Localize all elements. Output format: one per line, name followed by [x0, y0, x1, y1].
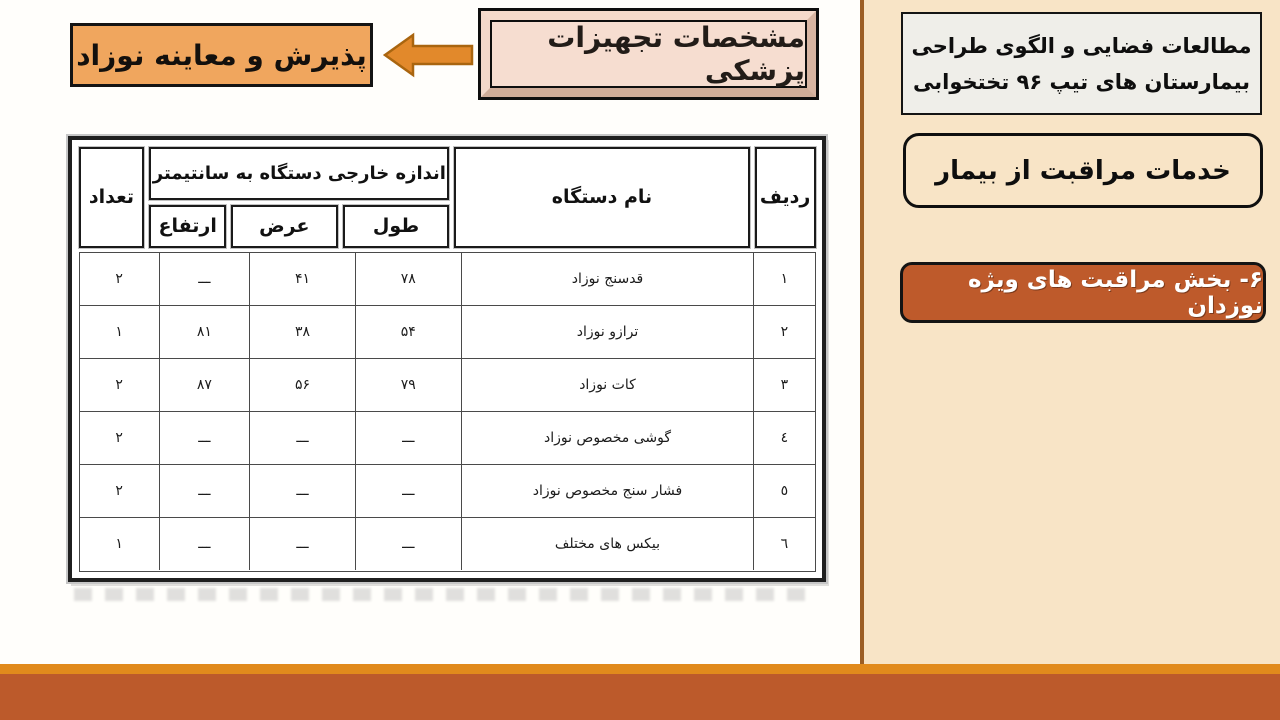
study-title-line1: مطالعات فضایی و الگوی طراحی	[911, 33, 1252, 58]
cell-length: ـــ	[356, 465, 462, 518]
col-header-width-label: عرض	[259, 215, 310, 237]
nicu-section-box: ۶- بخش مراقبت های ویژه نوزدان	[900, 262, 1266, 323]
equipment-specs-inner: مشخصات تجهیزات پزشکی	[490, 20, 807, 88]
table-row: ۳ کات نوزاد ۷۹ ۵۶ ۸۷ ۲	[79, 358, 815, 412]
cell-row-number: ٥	[780, 483, 789, 500]
col-header-device-name: نام دستگاه	[454, 146, 750, 248]
cell-height: ـــ	[160, 518, 251, 571]
col-header-height: ارتفاع	[149, 204, 226, 248]
col-header-count: تعداد	[78, 146, 145, 248]
table-row: ٦ بیکس های مختلف ـــ ـــ ـــ ۱	[79, 517, 815, 571]
cell-width: ـــ	[250, 465, 356, 518]
cell-height: ـــ	[160, 253, 251, 306]
cell-device-name: قدسنج نوزاد	[462, 253, 755, 306]
cell-length: ـــ	[356, 518, 462, 571]
sidebar: مطالعات فضایی و الگوی طراحی بیمارستان ها…	[860, 0, 1280, 665]
col-header-count-label: تعداد	[88, 186, 134, 208]
study-title-box: مطالعات فضایی و الگوی طراحی بیمارستان ها…	[901, 12, 1262, 115]
col-header-row-number-label: ردیف	[759, 186, 811, 208]
col-header-row-number: ردیف	[754, 146, 816, 248]
equipment-table: ردیف نام دستگاه اندازه خارجی دستگاه به س…	[68, 136, 826, 582]
cell-device-name: کات نوزاد	[462, 359, 755, 412]
cell-row-number: ٤	[780, 430, 789, 447]
admission-exam-label: پذیرش و معاینه نوزاد	[76, 38, 367, 72]
cell-row-number: ۳	[780, 377, 789, 394]
cell-row-number: ٦	[780, 536, 789, 553]
col-header-size-group-label: اندازه خارجی دستگاه به سانتیمتر	[152, 162, 446, 184]
table-row: ۲ ترازو نوزاد ۵۴ ۳۸ ۸۱ ۱	[79, 305, 815, 359]
bottom-rust-bar	[0, 674, 1280, 720]
table-row: ٥ فشار سنج مخصوص نوزاد ـــ ـــ ـــ ۲	[79, 464, 815, 518]
cell-width: ۴۱	[250, 253, 356, 306]
cell-height: ـــ	[160, 465, 251, 518]
table-row: ٤ گوشی مخصوص نوزاد ـــ ـــ ـــ ۲	[79, 411, 815, 465]
col-group-external-size: اندازه خارجی دستگاه به سانتیمتر طول عرض …	[147, 144, 452, 250]
cell-device-name: فشار سنج مخصوص نوزاد	[462, 465, 755, 518]
cell-count: ۲	[80, 253, 160, 306]
cell-length: ـــ	[356, 412, 462, 465]
cell-device-name: گوشی مخصوص نوزاد	[462, 412, 755, 465]
study-title-line2: بیمارستان های تیپ ۹۶ تختخوابی	[912, 69, 1251, 94]
cell-height: ۸۱	[160, 306, 251, 359]
cell-device-name: بیکس های مختلف	[462, 518, 755, 571]
patient-care-services-label: خدمات مراقبت از بیمار	[935, 155, 1231, 186]
cell-count: ۲	[80, 359, 160, 412]
cell-width: ـــ	[250, 412, 356, 465]
equipment-table-body: ۱ قدسنج نوزاد ۷۸ ۴۱ ـــ ۲ ۲ ترازو نوزاد …	[78, 252, 816, 572]
col-header-device-name-label: نام دستگاه	[551, 186, 653, 208]
equipment-specs-frame: مشخصات تجهیزات پزشکی	[481, 11, 816, 97]
size-subcolumns: طول عرض ارتفاع	[147, 202, 452, 250]
col-header-length-label: طول	[372, 215, 420, 237]
cell-row-number: ۲	[780, 324, 789, 341]
cell-height: ـــ	[160, 412, 251, 465]
col-header-length: طول	[342, 204, 450, 248]
bottom-orange-strip	[0, 664, 1280, 674]
col-header-height-label: ارتفاع	[158, 215, 217, 237]
left-arrow-icon	[383, 32, 474, 78]
equipment-specs-label: مشخصات تجهیزات پزشکی	[547, 21, 805, 87]
table-row: ۱ قدسنج نوزاد ۷۸ ۴۱ ـــ ۲	[80, 253, 815, 306]
cell-count: ۲	[80, 412, 160, 465]
cell-length: ۷۸	[356, 253, 462, 306]
cell-length: ۷۹	[356, 359, 462, 412]
equipment-specs-box: مشخصات تجهیزات پزشکی	[478, 8, 819, 100]
cell-height: ۸۷	[160, 359, 251, 412]
cell-count: ۲	[80, 465, 160, 518]
cell-count: ۱	[80, 518, 160, 571]
cell-device-name: ترازو نوزاد	[462, 306, 755, 359]
cell-length: ۵۴	[356, 306, 462, 359]
cell-width: ـــ	[250, 518, 356, 571]
equipment-table-header: ردیف نام دستگاه اندازه خارجی دستگاه به س…	[76, 144, 818, 250]
faded-scan-artifact	[74, 588, 816, 601]
cell-width: ۳۸	[250, 306, 356, 359]
patient-care-services-box: خدمات مراقبت از بیمار	[903, 133, 1263, 208]
cell-width: ۵۶	[250, 359, 356, 412]
cell-row-number: ۱	[780, 271, 789, 288]
admission-exam-box: پذیرش و معاینه نوزاد	[70, 23, 373, 87]
col-header-width: عرض	[230, 204, 338, 248]
cell-count: ۱	[80, 306, 160, 359]
nicu-section-label: ۶- بخش مراقبت های ویژه نوزدان	[967, 266, 1263, 319]
col-header-size-group: اندازه خارجی دستگاه به سانتیمتر	[149, 146, 450, 200]
